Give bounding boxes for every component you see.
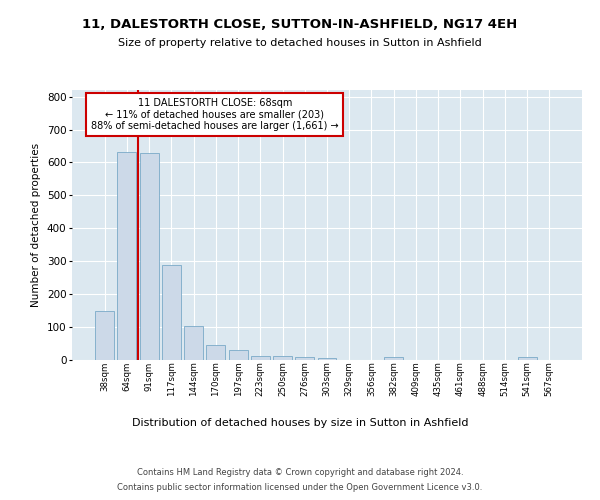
Bar bbox=[317, 358, 337, 360]
Text: Contains HM Land Registry data © Crown copyright and database right 2024.: Contains HM Land Registry data © Crown c… bbox=[137, 468, 463, 477]
Bar bbox=[295, 358, 314, 360]
Bar bbox=[162, 265, 181, 360]
Bar bbox=[384, 358, 403, 360]
Bar bbox=[251, 356, 270, 360]
Text: 11 DALESTORTH CLOSE: 68sqm
← 11% of detached houses are smaller (203)
88% of sem: 11 DALESTORTH CLOSE: 68sqm ← 11% of deta… bbox=[91, 98, 338, 132]
Text: Contains public sector information licensed under the Open Government Licence v3: Contains public sector information licen… bbox=[118, 483, 482, 492]
Bar bbox=[184, 326, 203, 360]
Bar bbox=[118, 152, 136, 360]
Bar bbox=[140, 153, 158, 360]
Y-axis label: Number of detached properties: Number of detached properties bbox=[31, 143, 41, 307]
Bar bbox=[206, 344, 225, 360]
Bar bbox=[273, 356, 292, 360]
Text: Size of property relative to detached houses in Sutton in Ashfield: Size of property relative to detached ho… bbox=[118, 38, 482, 48]
Bar bbox=[518, 358, 536, 360]
Text: Distribution of detached houses by size in Sutton in Ashfield: Distribution of detached houses by size … bbox=[132, 418, 468, 428]
Text: 11, DALESTORTH CLOSE, SUTTON-IN-ASHFIELD, NG17 4EH: 11, DALESTORTH CLOSE, SUTTON-IN-ASHFIELD… bbox=[82, 18, 518, 30]
Bar bbox=[229, 350, 248, 360]
Bar bbox=[95, 312, 114, 360]
